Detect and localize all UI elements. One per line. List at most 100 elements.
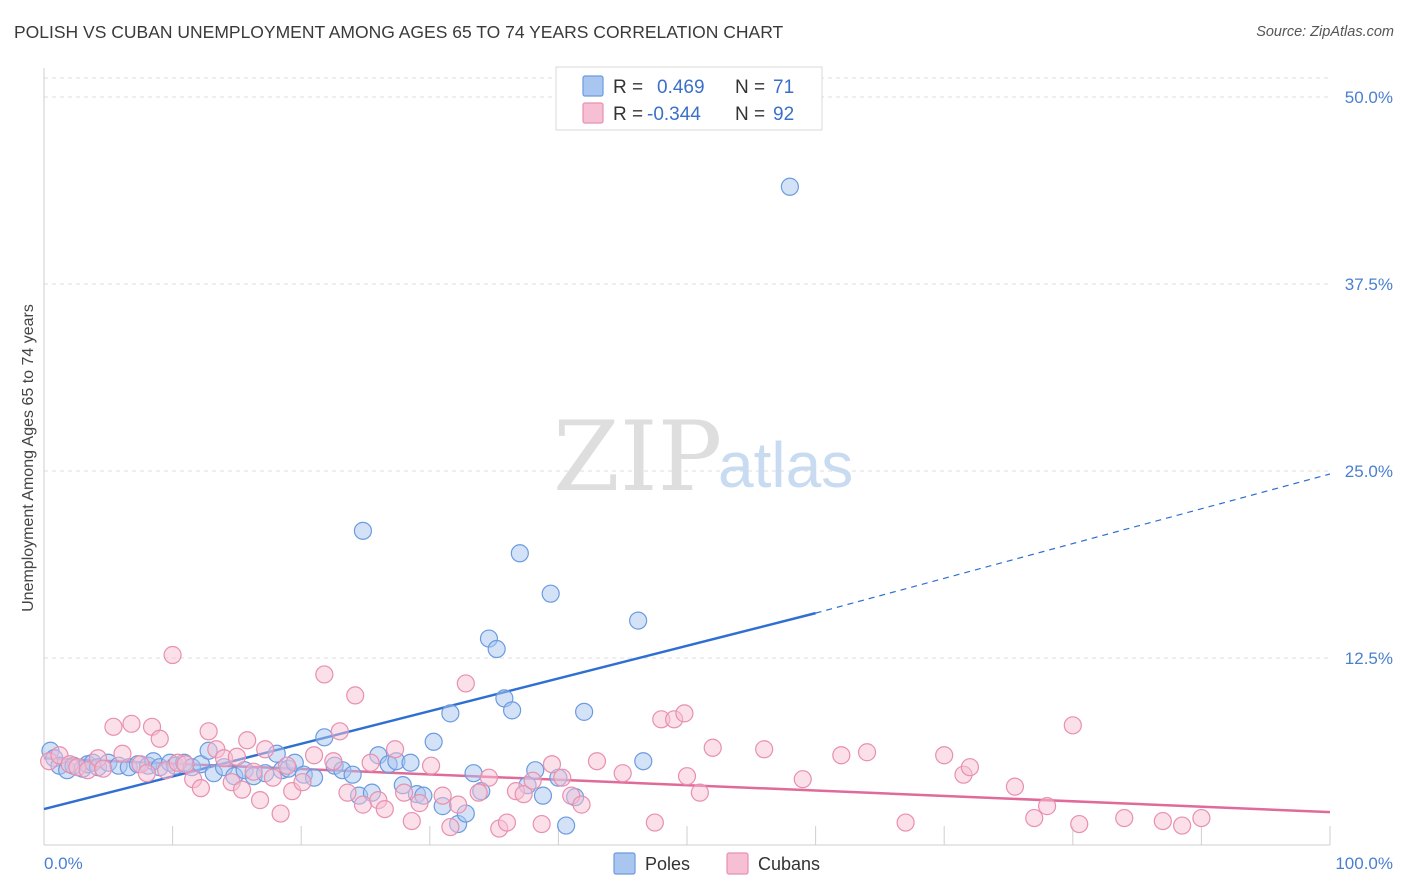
point-cubans-74 — [703, 738, 722, 757]
point-cubans-60 — [523, 771, 542, 790]
point-poles-56 — [487, 639, 506, 659]
point-cubans-48 — [410, 794, 429, 813]
point-cubans-77 — [832, 746, 851, 765]
axes — [43, 68, 1331, 846]
y-tick-label-3: 50.0% — [1345, 88, 1393, 107]
point-cubans-80 — [935, 746, 954, 765]
point-cubans-39 — [338, 783, 357, 802]
point-cubans-26 — [238, 731, 257, 750]
point-cubans-11 — [137, 764, 156, 783]
tick-labels: 12.5% 25.0% 37.5% 50.0% 0.0% 100.0% — [44, 88, 1393, 873]
y-tick-label-1: 25.0% — [1345, 462, 1393, 481]
point-poles-45 — [401, 753, 420, 772]
legend: R = 0.469 N = 71 R = -0.344 N = 92 — [555, 66, 823, 131]
point-cubans-27 — [244, 762, 263, 781]
point-cubans-38 — [330, 722, 349, 741]
point-poles-39 — [353, 521, 373, 540]
point-poles-68 — [629, 611, 648, 630]
point-cubans-79 — [896, 813, 915, 832]
point-cubans-65 — [572, 795, 591, 814]
legend-n-value-cubans: 92 — [773, 104, 794, 125]
point-cubans-25 — [232, 780, 252, 799]
point-cubans-32 — [277, 756, 297, 775]
bottom-legend-swatch-cubans — [726, 852, 749, 875]
point-cubans-45 — [385, 740, 405, 759]
point-cubans-62 — [542, 755, 562, 774]
source-credit: Source: ZipAtlas.com — [1256, 24, 1394, 40]
point-cubans-36 — [315, 665, 334, 684]
point-cubans-31 — [271, 804, 290, 823]
point-cubans-72 — [677, 767, 697, 786]
legend-r-value-cubans: -0.344 — [647, 104, 701, 125]
point-poles-67 — [575, 702, 594, 721]
point-cubans-59 — [514, 785, 533, 804]
point-cubans-40 — [346, 686, 365, 705]
point-cubans-67 — [613, 764, 632, 783]
point-poles-70 — [780, 177, 799, 196]
bottom-legend-label-poles: Poles — [645, 854, 690, 874]
legend-n-value-poles: 71 — [773, 77, 794, 98]
point-cubans-83 — [1005, 777, 1025, 796]
legend-r-label-poles: R = — [613, 77, 643, 98]
point-cubans-86 — [1063, 716, 1082, 735]
point-poles-65 — [557, 816, 576, 835]
point-cubans-85 — [1037, 797, 1057, 816]
point-cubans-66 — [587, 752, 607, 771]
point-poles-50 — [441, 704, 460, 723]
point-poles-63 — [541, 584, 560, 603]
point-cubans-34 — [293, 773, 312, 792]
watermark: ZIP atlas — [553, 401, 853, 513]
point-cubans-24 — [227, 747, 246, 766]
point-poles-58 — [503, 701, 522, 720]
point-poles-62 — [533, 786, 553, 805]
point-cubans-73 — [690, 783, 709, 802]
legend-r-value-poles: 0.469 — [657, 77, 705, 98]
point-poles-37 — [343, 765, 362, 784]
point-cubans-46 — [394, 783, 414, 802]
point-cubans-20 — [199, 722, 218, 741]
point-cubans-51 — [441, 817, 460, 837]
legend-swatch-cubans — [582, 102, 604, 124]
point-cubans-54 — [469, 783, 488, 802]
y-tick-label-2: 37.5% — [1345, 275, 1393, 294]
point-cubans-63 — [553, 768, 572, 787]
point-cubans-47 — [402, 811, 421, 831]
point-poles-34 — [315, 728, 334, 747]
trend-line-poles — [43, 611, 816, 811]
data-points — [40, 177, 1211, 838]
point-cubans-8 — [113, 744, 132, 763]
point-cubans-6 — [94, 759, 113, 778]
point-cubans-29 — [256, 740, 275, 759]
point-cubans-71 — [675, 704, 694, 723]
point-cubans-42 — [361, 753, 380, 772]
point-cubans-89 — [1153, 811, 1172, 831]
point-cubans-41 — [353, 795, 373, 814]
x-tick-label-max: 100.0% — [1335, 854, 1393, 873]
bottom-legend-label-cubans: Cubans — [758, 854, 820, 874]
point-poles-59 — [510, 544, 529, 563]
point-poles-53 — [464, 764, 483, 783]
legend-n-label-poles: N = — [735, 77, 765, 98]
point-cubans-61 — [532, 814, 551, 834]
point-cubans-68 — [645, 813, 664, 832]
point-cubans-37 — [324, 752, 343, 771]
point-cubans-78 — [857, 743, 877, 762]
point-cubans-17 — [176, 755, 195, 774]
point-cubans-55 — [479, 768, 499, 787]
watermark-zip: ZIP — [553, 401, 722, 513]
legend-swatch-poles — [582, 75, 604, 97]
point-cubans-7 — [104, 717, 123, 736]
gridlines — [44, 77, 1330, 659]
point-poles-69 — [634, 752, 653, 771]
y-tick-label-0: 12.5% — [1345, 649, 1393, 668]
point-cubans-87 — [1070, 814, 1089, 834]
point-cubans-44 — [375, 799, 394, 819]
trend-line-extension-poles — [815, 473, 1331, 614]
point-cubans-35 — [304, 746, 324, 765]
x-tick-label-min: 0.0% — [44, 854, 83, 873]
point-cubans-50 — [433, 786, 452, 805]
point-cubans-82 — [960, 758, 980, 777]
point-cubans-53 — [456, 674, 475, 693]
point-cubans-19 — [191, 779, 210, 798]
